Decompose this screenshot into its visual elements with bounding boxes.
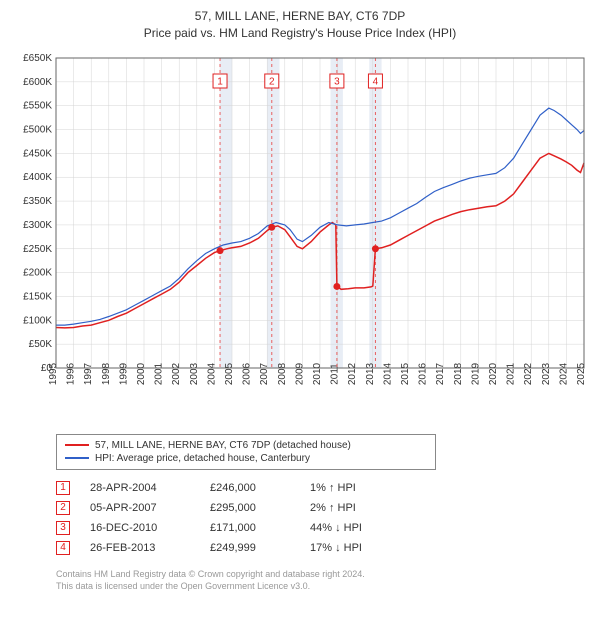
sales-marker: 1	[56, 481, 70, 495]
footer-attribution: Contains HM Land Registry data © Crown c…	[56, 568, 592, 593]
legend-label: 57, MILL LANE, HERNE BAY, CT6 7DP (detac…	[95, 440, 351, 451]
sale-marker-number: 1	[217, 76, 223, 87]
xtick-label: 2008	[277, 362, 288, 385]
xtick-label: 2024	[558, 362, 569, 385]
sale-point	[372, 245, 379, 252]
xtick-label: 2018	[453, 362, 464, 385]
sales-delta: 17% ↓ HPI	[310, 542, 400, 554]
sales-delta: 1% ↑ HPI	[310, 482, 400, 494]
footer-line2: This data is licensed under the Open Gov…	[56, 580, 592, 593]
sales-row: 3 16-DEC-2010 £171,000 44% ↓ HPI	[56, 518, 592, 538]
sales-table: 1 28-APR-2004 £246,000 1% ↑ HPI 2 05-APR-2007…	[56, 478, 592, 558]
sales-row: 1 28-APR-2004 £246,000 1% ↑ HPI	[56, 478, 592, 498]
legend-item: HPI: Average price, detached house, Cant…	[65, 452, 427, 465]
xtick-label: 1998	[101, 362, 112, 385]
sales-marker: 3	[56, 521, 70, 535]
sale-marker-number: 2	[269, 76, 275, 87]
xtick-label: 2021	[506, 362, 517, 385]
xtick-label: 2023	[541, 362, 552, 385]
chart-svg: £0£50K£100K£150K£200K£250K£300K£350K£400…	[8, 48, 592, 428]
title-subtitle: Price paid vs. HM Land Registry's House …	[8, 25, 592, 42]
event-band	[267, 58, 279, 368]
xtick-label: 2004	[206, 362, 217, 385]
sales-delta: 44% ↓ HPI	[310, 522, 400, 534]
ytick-label: £150K	[23, 291, 52, 302]
sales-date: 16-DEC-2010	[90, 522, 190, 534]
xtick-label: 2013	[365, 362, 376, 385]
ytick-label: £300K	[23, 220, 52, 231]
sales-price: £249,999	[210, 542, 290, 554]
sales-marker: 4	[56, 541, 70, 555]
xtick-label: 1995	[48, 362, 59, 385]
xtick-label: 2007	[259, 362, 270, 385]
footer-line1: Contains HM Land Registry data © Crown c…	[56, 568, 592, 581]
ytick-label: £400K	[23, 172, 52, 183]
sales-price: £171,000	[210, 522, 290, 534]
sales-date: 05-APR-2007	[90, 502, 190, 514]
sales-price: £246,000	[210, 482, 290, 494]
sales-row: 2 05-APR-2007 £295,000 2% ↑ HPI	[56, 498, 592, 518]
xtick-label: 2011	[330, 362, 341, 384]
ytick-label: £450K	[23, 148, 52, 159]
ytick-label: £50K	[29, 339, 53, 350]
ytick-label: £650K	[23, 53, 52, 64]
xtick-label: 2019	[470, 362, 481, 385]
ytick-label: £200K	[23, 267, 52, 278]
xtick-label: 1999	[118, 362, 129, 385]
xtick-label: 2020	[488, 362, 499, 385]
sales-row: 4 26-FEB-2013 £249,999 17% ↓ HPI	[56, 538, 592, 558]
title-block: 57, MILL LANE, HERNE BAY, CT6 7DP Price …	[8, 8, 592, 42]
sales-marker: 2	[56, 501, 70, 515]
legend-item: 57, MILL LANE, HERNE BAY, CT6 7DP (detac…	[65, 439, 427, 452]
sale-marker-number: 3	[334, 76, 340, 87]
event-band	[331, 58, 343, 368]
xtick-label: 2010	[312, 362, 323, 385]
xtick-label: 2022	[523, 362, 534, 385]
legend-swatch	[65, 444, 89, 446]
xtick-label: 1996	[66, 362, 77, 385]
price-chart: £0£50K£100K£150K£200K£250K£300K£350K£400…	[8, 48, 592, 428]
xtick-label: 2009	[294, 362, 305, 385]
ytick-label: £500K	[23, 124, 52, 135]
xtick-label: 2016	[418, 362, 429, 385]
xtick-label: 2015	[400, 362, 411, 385]
event-band	[369, 58, 381, 368]
ytick-label: £600K	[23, 76, 52, 87]
xtick-label: 2014	[382, 362, 393, 385]
sales-delta: 2% ↑ HPI	[310, 502, 400, 514]
xtick-label: 2003	[189, 362, 200, 385]
sale-point	[268, 223, 275, 230]
xtick-label: 2017	[435, 362, 446, 385]
chart-legend: 57, MILL LANE, HERNE BAY, CT6 7DP (detac…	[56, 434, 436, 470]
sale-point	[217, 247, 224, 254]
sale-point	[333, 283, 340, 290]
xtick-label: 2012	[347, 362, 358, 385]
ytick-label: £100K	[23, 315, 52, 326]
sales-price: £295,000	[210, 502, 290, 514]
xtick-label: 2006	[242, 362, 253, 385]
xtick-label: 2005	[224, 362, 235, 385]
legend-label: HPI: Average price, detached house, Cant…	[95, 453, 310, 464]
xtick-label: 2000	[136, 362, 147, 385]
xtick-label: 2001	[154, 362, 165, 385]
xtick-label: 2025	[576, 362, 587, 385]
sale-marker-number: 4	[373, 76, 379, 87]
xtick-label: 2002	[171, 362, 182, 385]
legend-swatch	[65, 457, 89, 459]
sales-date: 28-APR-2004	[90, 482, 190, 494]
ytick-label: £350K	[23, 196, 52, 207]
title-address: 57, MILL LANE, HERNE BAY, CT6 7DP	[8, 8, 592, 25]
ytick-label: £550K	[23, 100, 52, 111]
ytick-label: £250K	[23, 243, 52, 254]
sales-date: 26-FEB-2013	[90, 542, 190, 554]
event-band	[220, 58, 232, 368]
xtick-label: 1997	[83, 362, 94, 385]
